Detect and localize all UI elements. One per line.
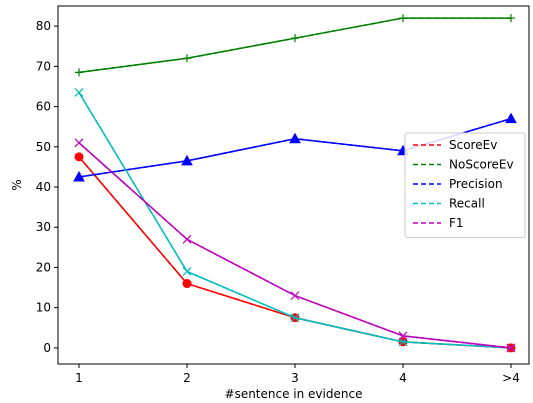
x-tick-label: 1 [75,371,83,385]
y-axis-label: % [10,179,24,190]
series-recall [74,88,516,353]
legend-label: ScoreEv [449,138,497,152]
y-tick-label: 0 [43,341,51,355]
y-tick-label: 50 [36,140,51,154]
data-point [74,138,84,148]
data-point [73,170,85,182]
y-tick-label: 70 [36,59,51,73]
data-point [507,14,515,23]
legend-label: Precision [449,177,503,191]
data-point [506,343,516,353]
data-point [181,154,193,166]
legend: ScoreEv NoScoreEv Precision Recall F1 [404,132,526,238]
data-point [75,68,83,77]
axis-ticks: 1 2 3 4 >4 0 10 20 30 40 50 60 70 80 [36,19,520,385]
x-tick-label: 3 [291,371,299,385]
y-tick-label: 80 [36,19,51,33]
data-point [291,34,299,43]
series-f1 [74,138,516,353]
legend-box [404,132,526,238]
legend-label: Recall [449,197,485,211]
x-axis-label: #sentence in evidence [225,387,363,401]
y-tick-label: 30 [36,220,51,234]
y-tick-label: 60 [36,100,51,114]
x-tick-label: 2 [183,371,191,385]
y-tick-label: 20 [36,260,51,274]
series-noscoreev [75,14,515,77]
data-point [505,112,517,124]
legend-label: F1 [449,216,464,230]
data-point [399,14,407,23]
x-tick-label: >4 [502,371,520,385]
data-point [290,291,300,301]
series-line-dash [78,92,512,349]
legend-label: NoScoreEv [449,158,514,172]
x-tick-label: 4 [399,371,407,385]
data-point [183,54,191,63]
data-point [290,313,300,323]
data-point [182,267,192,276]
data-point [74,152,84,162]
y-tick-label: 40 [36,180,51,194]
data-point [182,234,192,244]
data-point [398,331,408,341]
data-point [182,279,192,289]
y-tick-label: 10 [36,301,51,315]
data-point [289,132,301,144]
data-point [74,88,84,97]
